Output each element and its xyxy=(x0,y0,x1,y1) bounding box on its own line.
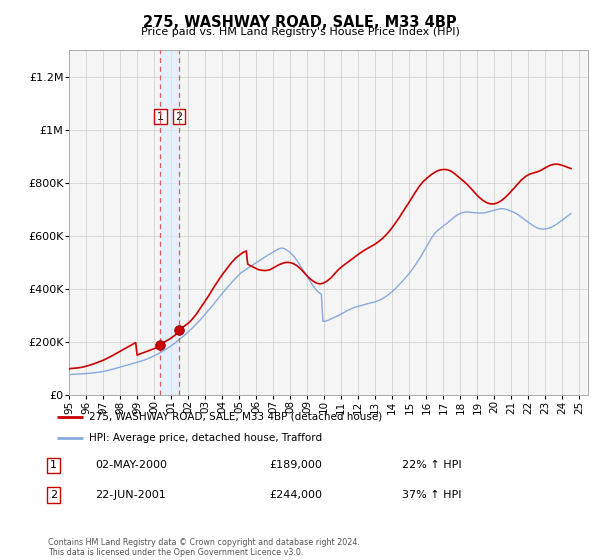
Text: Price paid vs. HM Land Registry's House Price Index (HPI): Price paid vs. HM Land Registry's House … xyxy=(140,27,460,37)
Text: 1: 1 xyxy=(157,111,164,122)
Text: HPI: Average price, detached house, Trafford: HPI: Average price, detached house, Traf… xyxy=(89,433,322,444)
Text: 37% ↑ HPI: 37% ↑ HPI xyxy=(402,490,461,500)
Bar xyxy=(160,50,179,395)
Text: £189,000: £189,000 xyxy=(270,460,323,470)
Text: 275, WASHWAY ROAD, SALE, M33 4BP: 275, WASHWAY ROAD, SALE, M33 4BP xyxy=(143,15,457,30)
Text: 1: 1 xyxy=(50,460,57,470)
Text: 22-JUN-2001: 22-JUN-2001 xyxy=(95,490,166,500)
Text: 2: 2 xyxy=(176,111,182,122)
Text: 275, WASHWAY ROAD, SALE, M33 4BP (detached house): 275, WASHWAY ROAD, SALE, M33 4BP (detach… xyxy=(89,412,382,422)
Text: 02-MAY-2000: 02-MAY-2000 xyxy=(95,460,167,470)
Text: 2: 2 xyxy=(50,490,57,500)
Bar xyxy=(571,50,588,395)
Text: Contains HM Land Registry data © Crown copyright and database right 2024.
This d: Contains HM Land Registry data © Crown c… xyxy=(48,538,360,557)
Text: £244,000: £244,000 xyxy=(270,490,323,500)
Text: 22% ↑ HPI: 22% ↑ HPI xyxy=(402,460,461,470)
